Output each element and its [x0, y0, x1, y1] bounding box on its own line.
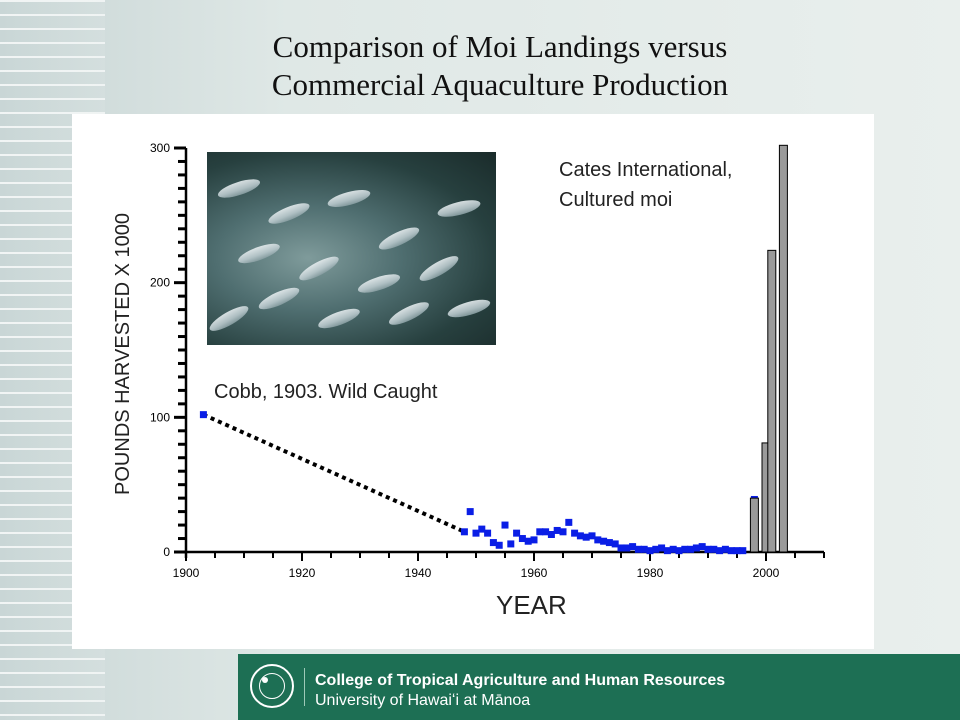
- data-point: [524, 537, 532, 545]
- data-point: [733, 547, 741, 555]
- fish-shape: [236, 239, 282, 268]
- production-bar: [749, 497, 759, 553]
- data-point: [495, 541, 503, 549]
- data-point: [576, 532, 584, 540]
- annotation-cobb: Cobb, 1903. Wild Caught: [214, 381, 438, 403]
- fish-shape: [216, 175, 262, 202]
- data-point: [652, 545, 660, 553]
- fish-shape: [446, 296, 492, 321]
- data-point: [553, 526, 561, 534]
- data-point: [594, 536, 602, 544]
- data-point: [710, 545, 718, 553]
- title-line-1: Comparison of Moi Landings versus: [272, 29, 728, 64]
- x-tick-label: 1900: [173, 566, 200, 580]
- production-bar: [767, 249, 777, 553]
- data-point: [466, 508, 474, 516]
- annotation-cates-2: Cultured moi: [559, 189, 672, 211]
- chart-svg: 0 100 200 300 1900 1920 1940 1960 1980 2000 YEAR PO…: [112, 141, 825, 620]
- data-point: [681, 545, 689, 553]
- fish-shape: [416, 251, 462, 286]
- fish-photo: [207, 152, 496, 345]
- data-point: [571, 529, 579, 537]
- title-line-2: Commercial Aquaculture Production: [271, 67, 729, 102]
- data-point: [687, 545, 695, 553]
- data-point: [530, 536, 538, 544]
- data-point: [484, 529, 492, 537]
- data-point: [634, 545, 642, 553]
- data-point: [675, 547, 683, 555]
- y-tick-label: 200: [150, 276, 170, 290]
- data-point: [692, 544, 700, 552]
- data-point: [716, 547, 724, 555]
- data-point: [600, 537, 608, 545]
- fish-shape: [316, 304, 362, 333]
- data-point: [663, 547, 671, 555]
- y-axis-label: POUNDS HARVESTED X 1000: [112, 213, 134, 495]
- y-tick-label: 100: [150, 410, 170, 424]
- data-point: [721, 545, 729, 553]
- data-point: [489, 539, 497, 547]
- data-point: [565, 518, 573, 526]
- data-point: [507, 540, 515, 548]
- fish-shape: [436, 196, 482, 221]
- fish-shape: [296, 252, 342, 285]
- data-point: [611, 540, 619, 548]
- data-point: [513, 529, 521, 537]
- university-seal-icon: [250, 664, 294, 708]
- footer-divider: [304, 668, 305, 706]
- fish-shape: [326, 186, 372, 211]
- data-point: [588, 532, 596, 540]
- data-point: [460, 528, 468, 536]
- data-point: [623, 544, 631, 552]
- fish-shape: [256, 283, 302, 314]
- data-point: [658, 544, 666, 552]
- data-point: [646, 547, 654, 555]
- fish-shape: [266, 199, 312, 228]
- data-point: [582, 533, 590, 541]
- slide-title: Comparison of Moi Landings versus Commer…: [190, 28, 810, 104]
- annotation-cates-1: Cates International,: [559, 159, 732, 181]
- production-bar: [778, 144, 788, 553]
- data-point: [199, 411, 207, 419]
- fish-shape: [376, 223, 422, 254]
- footer-banner: College of Tropical Agriculture and Huma…: [238, 654, 960, 720]
- data-point: [518, 535, 526, 543]
- fish-shape: [386, 298, 432, 329]
- data-point: [629, 543, 637, 551]
- x-tick-label: 1960: [521, 566, 548, 580]
- data-point: [739, 547, 747, 555]
- data-point: [669, 545, 677, 553]
- fish-shape: [207, 301, 252, 336]
- data-point: [617, 544, 625, 552]
- y-tick-label: 0: [163, 545, 170, 559]
- x-tick-label: 1980: [637, 566, 664, 580]
- data-point: [501, 521, 509, 529]
- x-axis-label: YEAR: [496, 590, 567, 620]
- x-tick-label: 1920: [289, 566, 316, 580]
- data-point: [704, 545, 712, 553]
- fish-shape: [356, 270, 402, 297]
- chart-panel: 0 100 200 300 1900 1920 1940 1960 1980 2000 YEAR PO…: [72, 114, 874, 649]
- data-point: [605, 539, 613, 547]
- data-point: [559, 528, 567, 536]
- x-tick-label: 2000: [753, 566, 780, 580]
- data-point: [478, 525, 486, 533]
- data-point: [536, 528, 544, 536]
- y-tick-label: 300: [150, 141, 170, 155]
- data-point: [472, 529, 480, 537]
- data-point: [727, 547, 735, 555]
- university-name: University of Hawaiʻi at Mānoa: [315, 692, 531, 709]
- data-point: [640, 545, 648, 553]
- trend-line: [202, 412, 466, 534]
- data-point: [542, 528, 550, 536]
- data-point: [547, 530, 555, 538]
- x-tick-label: 1940: [405, 566, 432, 580]
- college-name: College of Tropical Agriculture and Huma…: [315, 672, 726, 689]
- data-point: [698, 543, 706, 551]
